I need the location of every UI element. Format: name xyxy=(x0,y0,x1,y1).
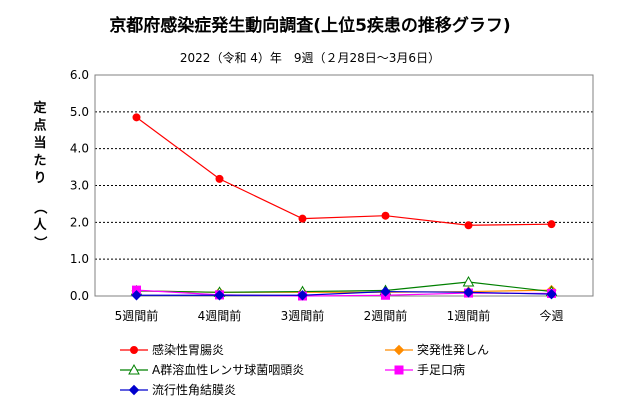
y-axis-label-char: 定 xyxy=(32,100,46,116)
data-point xyxy=(128,384,140,396)
legend-item: 流行性角結膜炎 xyxy=(120,383,236,397)
chart-title: 京都府感染症発生動向調査(上位5疾患の推移グラフ) xyxy=(109,15,510,36)
x-tick-label: 2週間前 xyxy=(364,308,408,323)
y-tick-label: 3.0 xyxy=(70,179,89,193)
y-tick-label: 6.0 xyxy=(70,68,89,82)
data-point xyxy=(131,290,142,301)
x-tick-label: 3週間前 xyxy=(281,308,325,323)
legend-label: 突発性発しん xyxy=(417,342,489,357)
data-point xyxy=(130,346,138,354)
y-axis-ticks: 0.0 1.0 2.0 3.0 4.0 5.0 6.0 xyxy=(70,68,89,303)
legend-item: 突発性発しん xyxy=(385,342,489,357)
data-point xyxy=(463,287,474,298)
data-point xyxy=(128,363,140,375)
series-line xyxy=(136,116,552,226)
y-axis-label-char: （ xyxy=(32,201,48,214)
legend-label: 流行性角結膜炎 xyxy=(152,383,236,397)
y-axis-label-char: 人 xyxy=(33,217,47,233)
y-axis-label-char: ） xyxy=(32,236,48,249)
series-5 xyxy=(131,286,557,301)
data-point xyxy=(394,365,404,375)
y-axis-label-char: 当 xyxy=(33,135,46,151)
series-line xyxy=(136,290,552,296)
legend-label: A群溶血性レンサ球菌咽頭炎 xyxy=(152,362,304,377)
series-1 xyxy=(132,113,556,230)
legend-label: 手足口病 xyxy=(417,362,465,377)
legend-item: 手足口病 xyxy=(385,362,465,377)
data-point xyxy=(214,290,225,301)
legend-label: 感染性胃腸炎 xyxy=(152,342,224,357)
y-tick-label: 2.0 xyxy=(70,215,89,229)
data-point xyxy=(215,174,224,183)
series-layer xyxy=(130,113,558,301)
data-point xyxy=(393,344,405,356)
y-axis-label-char: た xyxy=(33,154,46,169)
x-axis-ticks: 5週間前 4週間前 3週間前 2週間前 1週間前 今週 xyxy=(115,308,564,323)
x-tick-label: 1週間前 xyxy=(447,308,491,323)
series-line xyxy=(136,281,552,293)
y-axis-label-char: 点 xyxy=(33,118,46,134)
gridlines xyxy=(95,111,593,260)
data-point xyxy=(298,214,307,223)
legend-item: 感染性胃腸炎 xyxy=(120,342,224,357)
data-point xyxy=(546,288,557,300)
x-tick-label: 4週間前 xyxy=(198,308,242,323)
legend-item: A群溶血性レンサ球菌咽頭炎 xyxy=(120,362,304,377)
x-tick-label: 5週間前 xyxy=(115,308,159,323)
y-tick-label: 0.0 xyxy=(70,289,89,303)
x-tick-label: 今週 xyxy=(539,308,563,323)
data-point xyxy=(132,113,141,122)
data-point xyxy=(381,211,390,220)
y-tick-label: 5.0 xyxy=(70,105,89,119)
y-axis-label-char: り xyxy=(33,171,46,186)
data-point xyxy=(547,220,556,229)
y-tick-label: 4.0 xyxy=(70,142,89,156)
data-point xyxy=(297,290,308,301)
data-point xyxy=(380,286,391,297)
data-point xyxy=(464,221,473,230)
data-point xyxy=(462,275,475,287)
y-tick-label: 1.0 xyxy=(70,252,89,266)
chart-subtitle: 2022（令和 4）年 9週（２月28日～3月6日） xyxy=(180,50,440,65)
